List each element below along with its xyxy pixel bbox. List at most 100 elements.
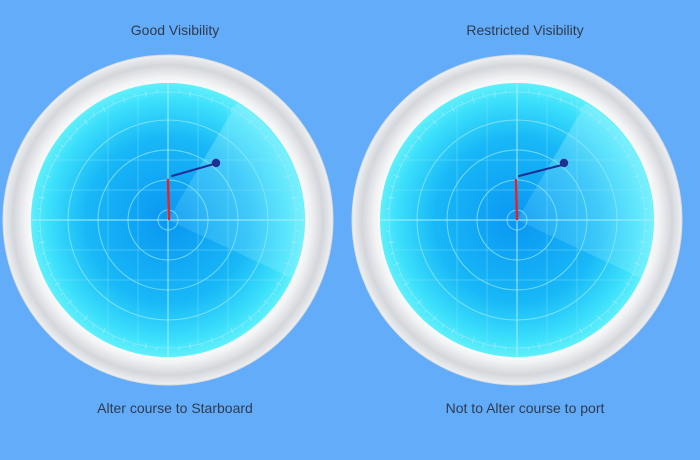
bearing-tick <box>612 299 618 305</box>
bearing-tick <box>559 337 563 344</box>
bearing-tick <box>247 119 253 125</box>
radar-sweep <box>517 103 654 278</box>
bearing-tick <box>625 282 631 286</box>
bearing-tick <box>285 262 292 266</box>
bearing-tick <box>263 299 269 305</box>
bearing-tick <box>83 119 89 125</box>
bearing-tick <box>596 119 602 125</box>
bearing-tick <box>621 144 625 148</box>
bearing-tick <box>283 164 287 167</box>
bearing-tick <box>291 241 298 244</box>
bearing-tick <box>44 262 51 266</box>
bearing-tick <box>482 343 485 347</box>
bearing-tick <box>230 106 234 112</box>
bearing-tick <box>200 343 203 347</box>
bearing-tick <box>122 96 126 103</box>
bearing-tick <box>38 241 45 244</box>
radar-display <box>351 54 683 386</box>
bearing-tick <box>607 127 610 130</box>
bearing-tick <box>390 252 394 255</box>
panel-restricted-visibility: Restricted Visibility <box>350 0 700 460</box>
target-vector-line <box>518 164 563 177</box>
target-blip <box>559 158 569 168</box>
bearing-tick <box>493 343 496 350</box>
panel-caption: Alter course to Starboard <box>97 400 253 416</box>
bearing-tick <box>416 135 422 141</box>
bearing-tick <box>258 310 261 313</box>
bearing-tick <box>112 101 115 105</box>
bearing-tick <box>424 310 427 313</box>
bearing-tick <box>67 299 73 305</box>
bearing-tick <box>549 93 552 97</box>
bearing-tick <box>461 101 464 105</box>
bearing-tick <box>441 324 445 328</box>
bearing-tick <box>240 324 244 328</box>
bearing-tick <box>276 154 282 158</box>
bearing-tick <box>634 262 641 266</box>
bearing-tick <box>625 154 631 158</box>
bearing-tick <box>471 337 475 344</box>
bearing-tick <box>210 96 214 103</box>
bearing-tick <box>559 96 563 103</box>
bearing-tick <box>49 164 53 167</box>
bearing-tick <box>291 252 295 255</box>
panel-caption: Not to Alter course to port <box>445 400 605 416</box>
bearing-tick <box>640 196 647 199</box>
bearing-tick <box>640 241 647 244</box>
bearing-tick <box>144 90 147 97</box>
bearing-tick <box>210 337 214 344</box>
target-vector-line <box>171 163 215 177</box>
bearing-tick <box>424 127 427 130</box>
bearing-tick <box>416 299 422 305</box>
bearing-tick <box>393 262 400 266</box>
own-ship-heading-line <box>514 178 519 221</box>
bearing-tick <box>570 335 573 339</box>
bearing-tick <box>390 185 394 188</box>
bearing-tick <box>538 90 541 97</box>
panel-title: Restricted Visibility <box>466 22 584 38</box>
bearing-tick <box>102 328 106 334</box>
bearing-tick <box>471 96 475 103</box>
bearing-tick <box>538 343 541 350</box>
bearing-tick <box>75 310 78 313</box>
bearing-tick <box>83 315 89 321</box>
bearing-tick <box>441 112 445 116</box>
bearing-tick <box>579 328 583 334</box>
bearing-tick <box>92 324 96 328</box>
bearing-tick <box>230 328 234 334</box>
bearing-tick <box>200 93 203 97</box>
bearing-tick <box>640 185 644 188</box>
bearing-tick <box>579 106 583 112</box>
bearing-tick <box>393 174 400 178</box>
bearing-tick <box>189 343 192 350</box>
bearing-tick <box>263 135 269 141</box>
bearing-tick <box>60 144 64 148</box>
bearing-tick <box>41 185 45 188</box>
bearing-tick <box>632 164 636 167</box>
bearing-tick <box>291 196 298 199</box>
bearing-ticks <box>386 89 648 351</box>
bearing-tick <box>612 135 618 141</box>
bearing-tick <box>102 106 106 112</box>
bearing-tick <box>621 292 625 296</box>
bearing-tick <box>403 154 409 158</box>
bearing-tick <box>640 252 644 255</box>
bearing-tick <box>461 335 464 339</box>
bearing-tick <box>112 335 115 339</box>
bearing-tick <box>409 144 413 148</box>
bearing-tick <box>60 292 64 296</box>
bearing-tick <box>41 252 45 255</box>
bearing-tick <box>54 282 60 286</box>
bearing-tick <box>589 112 593 116</box>
bearing-tick <box>133 343 136 347</box>
bearing-tick <box>38 196 45 199</box>
panel-title: Good Visibility <box>130 22 220 38</box>
bearing-tick <box>634 174 641 178</box>
target-blip <box>211 158 221 168</box>
bearing-tick <box>432 119 438 125</box>
bearing-tick <box>49 273 53 276</box>
bearing-tick <box>398 273 402 276</box>
bearing-tick <box>272 144 276 148</box>
bearing-tick <box>387 241 394 244</box>
bearing-tick <box>387 196 394 199</box>
